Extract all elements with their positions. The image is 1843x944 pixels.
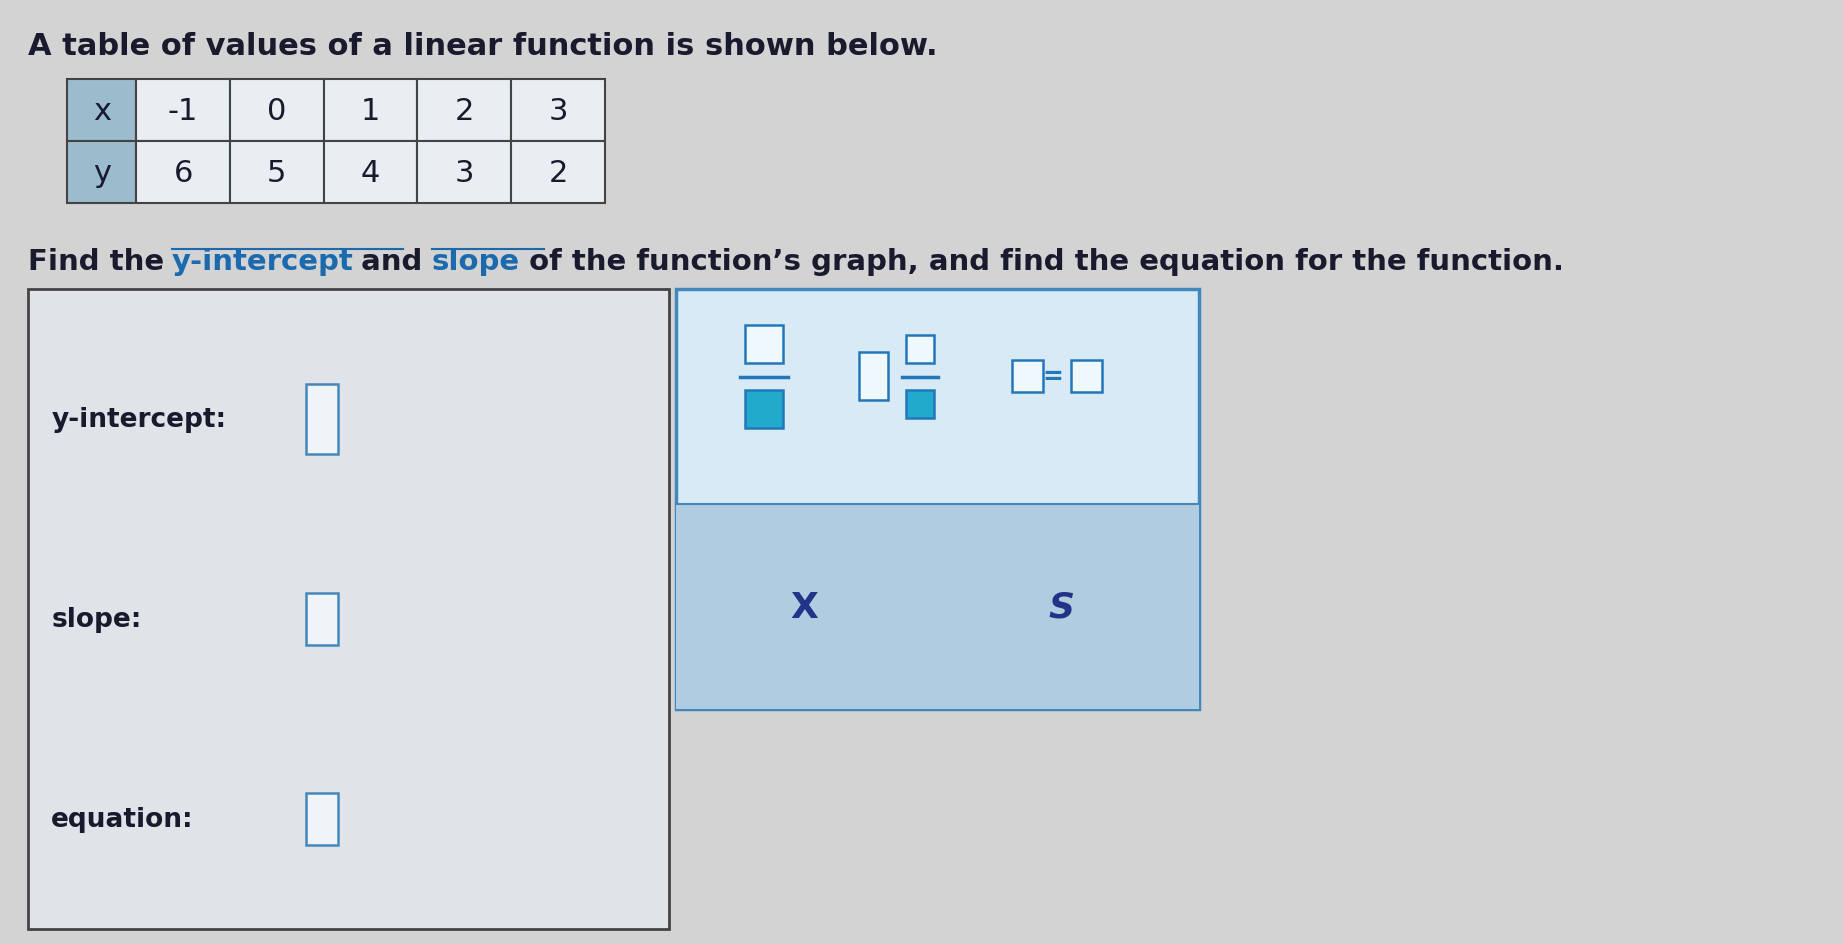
- Text: y-intercept: y-intercept: [171, 247, 354, 276]
- Bar: [136, 80, 230, 142]
- Text: A table of values of a linear function is shown below.: A table of values of a linear function i…: [28, 32, 938, 61]
- Text: -1: -1: [168, 96, 199, 126]
- Text: and: and: [352, 247, 433, 276]
- Text: 3: 3: [549, 96, 568, 126]
- Bar: [230, 142, 324, 204]
- Text: y-intercept:: y-intercept:: [52, 407, 227, 432]
- Bar: [324, 142, 418, 204]
- Bar: [418, 142, 511, 204]
- Bar: [745, 391, 783, 429]
- Bar: [511, 142, 605, 204]
- Text: x: x: [92, 96, 111, 126]
- Text: of the function’s graph, and find the equation for the function.: of the function’s graph, and find the eq…: [518, 247, 1563, 276]
- Text: equation:: equation:: [52, 806, 194, 832]
- Text: 1: 1: [361, 96, 380, 126]
- Bar: [676, 504, 1200, 709]
- Text: slope:: slope:: [52, 606, 142, 632]
- Text: 6: 6: [173, 159, 194, 187]
- Bar: [306, 594, 337, 646]
- Text: =: =: [1043, 364, 1063, 389]
- Text: 5: 5: [267, 159, 286, 187]
- Text: Find the: Find the: [28, 247, 173, 276]
- Text: 2: 2: [455, 96, 474, 126]
- Text: 0: 0: [267, 96, 286, 126]
- Bar: [306, 793, 337, 845]
- Text: 2: 2: [549, 159, 568, 187]
- Bar: [676, 290, 1200, 709]
- Bar: [907, 391, 934, 418]
- Bar: [418, 80, 511, 142]
- Text: X: X: [791, 590, 818, 624]
- Text: 4: 4: [361, 159, 380, 187]
- Bar: [1071, 361, 1102, 393]
- Bar: [745, 326, 783, 363]
- Bar: [230, 80, 324, 142]
- Bar: [907, 336, 934, 363]
- Bar: [66, 142, 136, 204]
- Text: y: y: [92, 159, 111, 187]
- Bar: [306, 384, 337, 454]
- Bar: [859, 353, 888, 400]
- Text: S: S: [1049, 590, 1074, 624]
- Text: 3: 3: [455, 159, 474, 187]
- Bar: [136, 142, 230, 204]
- Bar: [28, 290, 669, 929]
- Text: slope: slope: [431, 247, 520, 276]
- Bar: [324, 80, 418, 142]
- Bar: [1012, 361, 1043, 393]
- Bar: [511, 80, 605, 142]
- Bar: [66, 80, 136, 142]
